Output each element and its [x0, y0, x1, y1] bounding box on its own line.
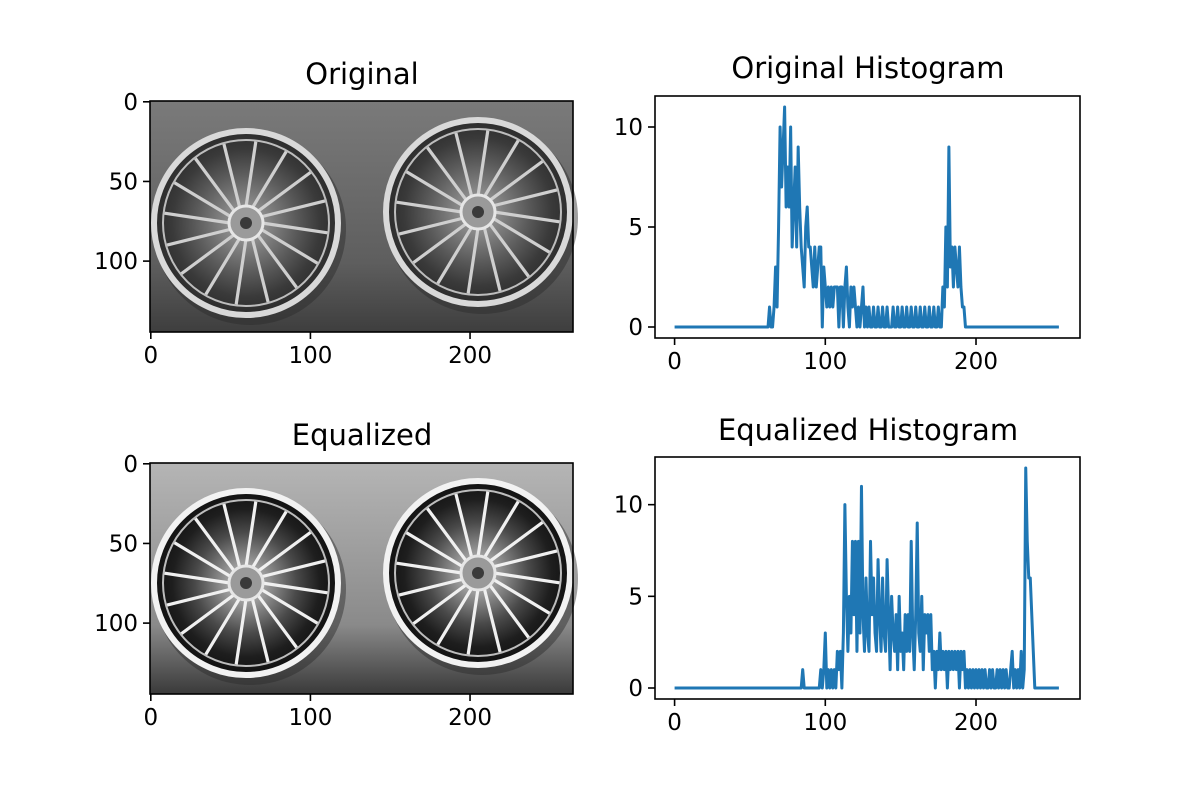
x-tick-label: 100	[803, 710, 847, 736]
axes-spine	[654, 95, 1081, 339]
x-tick-label: 200	[448, 343, 492, 369]
histogram-series-line	[674, 105, 1059, 329]
panel-title: Equalized Histogram	[718, 413, 1018, 447]
x-tick-label: 200	[954, 349, 998, 375]
y-tick-label: 100	[94, 249, 138, 275]
y-tick-label: 50	[109, 531, 138, 557]
panel-title: Original	[305, 57, 418, 91]
x-tick-label: 100	[288, 343, 332, 369]
y-tick-label: 10	[614, 493, 643, 519]
histogram-original: 0 100 200 0 5 10	[614, 95, 1081, 375]
y-tick-label: 0	[628, 676, 643, 702]
y-tick-label: 100	[94, 611, 138, 637]
axes-spine	[149, 462, 574, 695]
x-tick-label: 0	[667, 710, 682, 736]
histogram-series-line	[674, 466, 1059, 690]
panel-equalized: Equalized 0 100 200 0 50 100	[94, 418, 578, 731]
y-tick-label: 10	[614, 115, 643, 141]
photo-equalized	[150, 463, 578, 694]
panel-equalized-histogram: Equalized Histogram 0 100 200 0 5 10	[614, 413, 1081, 736]
y-tick-label: 0	[123, 452, 138, 478]
panel-original: Original 0 100 200 0 50 100	[94, 57, 578, 369]
wheel-rim-left-icon	[151, 488, 346, 685]
x-tick-label: 200	[448, 705, 492, 731]
axes-equalized: 0 100 200 0 50 100	[94, 452, 574, 731]
x-tick-label: 0	[667, 349, 682, 375]
x-tick-label: 200	[954, 710, 998, 736]
panel-original-histogram: Original Histogram 0 100 200 0 5 10	[614, 51, 1081, 375]
wheel-rim-right-icon	[383, 478, 578, 675]
y-tick-label: 5	[628, 215, 643, 241]
wheel-rim-right-icon	[383, 117, 578, 314]
axes-spine	[149, 100, 574, 333]
y-tick-label: 50	[109, 169, 138, 195]
x-tick-label: 0	[143, 343, 158, 369]
x-tick-label: 0	[143, 705, 158, 731]
y-tick-label: 5	[628, 584, 643, 610]
wheel-rim-left-icon	[151, 128, 346, 325]
x-tick-label: 100	[803, 349, 847, 375]
panel-title: Equalized	[292, 418, 432, 452]
axes-original: 0 100 200 0 50 100	[94, 90, 574, 369]
axes-spine	[654, 456, 1081, 700]
y-tick-label: 0	[123, 90, 138, 116]
panel-title: Original Histogram	[731, 51, 1004, 85]
x-tick-label: 100	[288, 705, 332, 731]
histogram-equalized: 0 100 200 0 5 10	[614, 456, 1081, 736]
y-tick-label: 0	[628, 315, 643, 341]
photo-original	[150, 101, 578, 332]
